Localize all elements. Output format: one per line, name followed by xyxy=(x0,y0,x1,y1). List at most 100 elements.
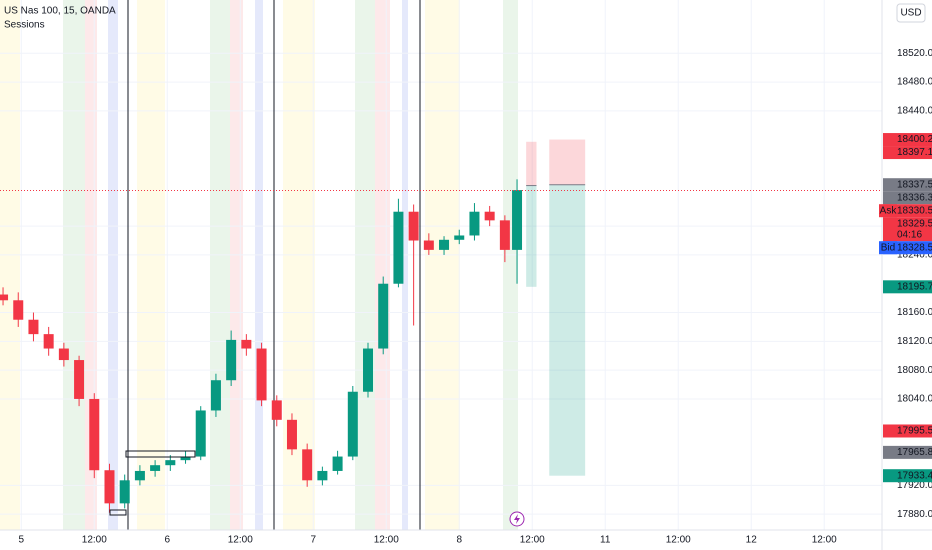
price-label-box xyxy=(883,445,932,459)
session-band xyxy=(503,0,518,530)
y-tick-label: 18480.0 xyxy=(897,77,932,88)
candle-body xyxy=(363,348,374,392)
candle-body xyxy=(408,211,419,241)
position-stop-zone xyxy=(526,141,537,186)
x-tick-label: 12:00 xyxy=(228,535,253,546)
session-band xyxy=(402,0,408,530)
y-tick-label: 18160.0 xyxy=(897,307,932,318)
x-tick-label: 7 xyxy=(310,535,316,546)
session-band xyxy=(63,0,85,530)
price-label-box xyxy=(883,217,932,242)
price-label-box xyxy=(883,133,932,147)
x-tick-label: 11 xyxy=(600,535,611,546)
x-tick-label: 12:00 xyxy=(82,535,107,546)
y-tick-label: 18120.0 xyxy=(897,336,932,347)
session-band xyxy=(425,0,460,530)
price-label-box xyxy=(883,424,932,438)
session-band xyxy=(375,0,390,530)
session-band xyxy=(355,0,375,530)
candle-body xyxy=(241,339,252,349)
position-stop-zone xyxy=(549,139,586,185)
price-label: 17995.5 xyxy=(897,426,932,437)
event-icon-bolt xyxy=(514,514,520,524)
candle-body xyxy=(256,348,267,401)
x-tick-label: 12:00 xyxy=(666,535,691,546)
y-tick-label: 18440.0 xyxy=(897,106,932,117)
session-band xyxy=(210,0,230,530)
rectangle-drawing xyxy=(125,450,196,458)
price-label: 18337.5 xyxy=(897,179,932,190)
session-band xyxy=(230,0,243,530)
y-tick-label: 18080.0 xyxy=(897,365,932,376)
price-label-box xyxy=(883,178,932,192)
session-band xyxy=(108,0,118,530)
x-tick-label: 12:00 xyxy=(520,535,545,546)
candle-body xyxy=(378,283,389,349)
indicator-name: Sessions xyxy=(4,20,45,31)
candle-body xyxy=(0,294,9,301)
candle-body xyxy=(271,400,282,420)
price-label: 18397.1 xyxy=(897,147,932,158)
y-tick-label: 17880.0 xyxy=(897,509,932,520)
candle-body xyxy=(58,348,69,361)
price-label-box xyxy=(883,280,932,294)
price-label: 17965.8 xyxy=(897,447,932,458)
y-tick-label: 17920.0 xyxy=(897,480,932,491)
candle-body xyxy=(454,235,465,240)
x-tick-label: 12:00 xyxy=(812,535,837,546)
candle-body xyxy=(104,470,115,504)
candle-body xyxy=(286,419,297,450)
candle-body xyxy=(469,211,480,236)
x-tick-label: 8 xyxy=(456,535,462,546)
candle-body xyxy=(119,480,130,504)
session-band xyxy=(255,0,263,530)
price-label: 18330.5 xyxy=(897,205,932,216)
position-target-zone xyxy=(549,184,586,476)
session-band xyxy=(137,0,165,530)
candle-body xyxy=(226,339,237,381)
x-tick-label: 6 xyxy=(164,535,170,546)
candle-body xyxy=(499,220,510,250)
countdown: 04:16 xyxy=(897,229,922,240)
price-tag-box xyxy=(879,204,897,218)
candle-body xyxy=(512,190,523,250)
y-tick-label: 18240.0 xyxy=(897,250,932,261)
price-tag: Ask xyxy=(880,205,898,216)
currency: USD xyxy=(900,8,921,19)
candle-body xyxy=(150,465,161,471)
currency-button[interactable] xyxy=(896,3,926,23)
price-label-box xyxy=(883,146,932,160)
price-tag: Bid xyxy=(881,242,895,253)
candle-body xyxy=(393,211,404,284)
time-axis xyxy=(0,530,882,550)
axes: 17880.0 17920.0 18040.0 18080.0 18120.0 18160… xyxy=(19,48,932,546)
y-tick-label: 18520.0 xyxy=(897,48,932,59)
y-tick-label: 18040.0 xyxy=(897,394,932,405)
grid xyxy=(0,0,882,530)
session-band xyxy=(0,0,20,530)
price-label: 17933.4 xyxy=(897,470,932,481)
price-tag-box xyxy=(879,241,897,255)
session-bands xyxy=(0,0,518,530)
candle-body xyxy=(332,456,343,471)
candle-body xyxy=(195,410,206,457)
price-label: 18328.5 xyxy=(897,242,932,253)
candle-body xyxy=(347,391,358,457)
chart-title: US Nas 100, 15, OANDA xyxy=(4,6,116,17)
plot xyxy=(0,139,882,513)
candle-body xyxy=(165,460,176,466)
candle-body xyxy=(423,240,434,250)
candle-body xyxy=(484,211,495,221)
candle-body xyxy=(134,470,145,481)
candle-body xyxy=(13,300,24,320)
candle-body xyxy=(439,239,450,250)
price-label: 18336.3 xyxy=(897,192,932,203)
price-label-box xyxy=(883,191,932,205)
price-label: 18329.5 xyxy=(897,218,932,229)
candle-body xyxy=(74,360,85,399)
rectangle-drawing xyxy=(109,509,127,516)
candle-body xyxy=(180,456,191,461)
x-tick-label: 5 xyxy=(19,535,25,546)
candle-body xyxy=(28,319,39,335)
